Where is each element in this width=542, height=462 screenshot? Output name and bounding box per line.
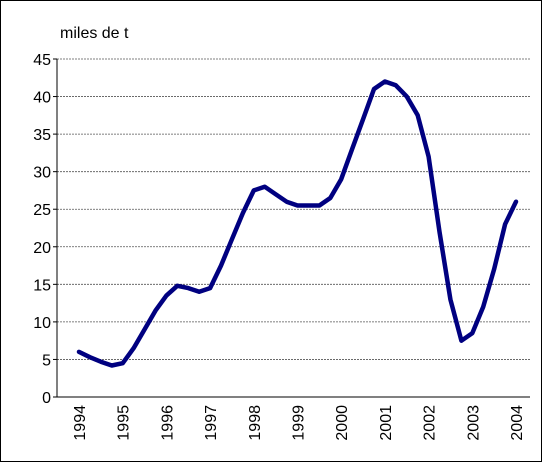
y-tick-label: 20 — [33, 240, 51, 257]
x-tick-label: 2003 — [465, 405, 482, 441]
x-tick-label: 2001 — [378, 405, 395, 441]
y-tick-label: 5 — [42, 352, 51, 369]
x-tick-label: 1998 — [247, 405, 264, 441]
x-tick-label: 1997 — [203, 405, 220, 441]
x-tick-label: 2004 — [509, 405, 526, 441]
x-tick-label: 1994 — [72, 405, 89, 441]
data-line — [76, 79, 519, 368]
y-tick-label: 40 — [33, 90, 51, 107]
y-tick-label: 35 — [33, 127, 51, 144]
x-tick-label: 1995 — [116, 405, 133, 441]
x-tick-label: 1996 — [159, 405, 176, 441]
y-tick-label: 25 — [33, 202, 51, 219]
x-tick-label: 2002 — [422, 405, 439, 441]
y-tick-label: 45 — [33, 52, 51, 69]
y-tick-label: 15 — [33, 277, 51, 294]
y-tick-label: 30 — [33, 165, 51, 182]
x-tick-label: 2000 — [334, 405, 351, 441]
y-axis-label: miles de t — [60, 25, 129, 42]
x-tick-label: 1999 — [291, 405, 308, 441]
y-tick-label: 0 — [42, 390, 51, 407]
y-tick-label: 10 — [33, 315, 51, 332]
